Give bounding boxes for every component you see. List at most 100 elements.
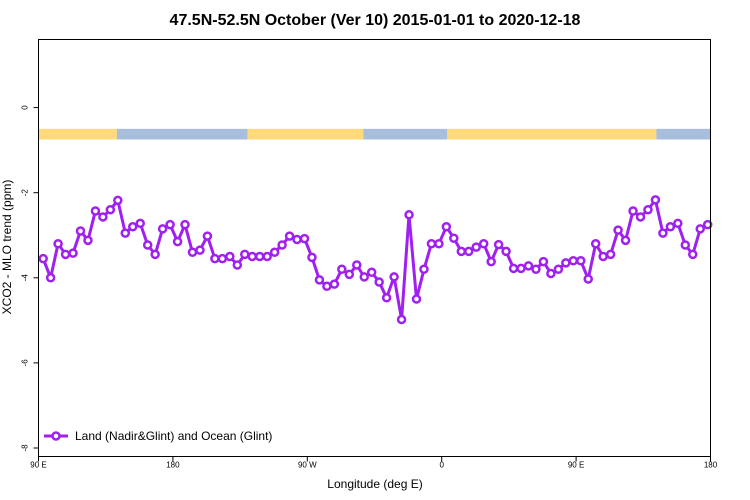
data-point bbox=[449, 233, 459, 243]
x-tick-label: 90 E bbox=[30, 461, 46, 470]
legend-marker-swatch bbox=[51, 431, 61, 441]
data-point bbox=[583, 274, 593, 284]
land-ocean-strip bbox=[38, 128, 711, 140]
data-point bbox=[605, 249, 616, 260]
data-point bbox=[187, 247, 198, 258]
data-point bbox=[284, 231, 295, 241]
data-point bbox=[210, 253, 220, 264]
data-point bbox=[120, 228, 131, 238]
data-point bbox=[45, 273, 56, 283]
data-point bbox=[546, 268, 556, 279]
data-point bbox=[419, 264, 429, 275]
data-point bbox=[322, 281, 332, 292]
data-point bbox=[680, 240, 691, 250]
data-point bbox=[426, 238, 437, 249]
data-point bbox=[508, 263, 519, 274]
series-line bbox=[41, 198, 709, 321]
data-point bbox=[53, 238, 63, 249]
x-axis-label: Longitude (deg E) bbox=[327, 477, 422, 491]
data-point bbox=[90, 206, 101, 216]
data-point bbox=[695, 224, 705, 234]
data-point bbox=[486, 256, 496, 267]
data-point bbox=[38, 253, 48, 264]
data-point bbox=[299, 233, 310, 244]
data-point bbox=[404, 210, 414, 220]
strip-segment-land bbox=[247, 128, 364, 140]
data-point bbox=[471, 242, 481, 252]
data-point bbox=[531, 264, 541, 275]
data-point bbox=[366, 267, 377, 278]
data-point bbox=[232, 260, 243, 270]
data-point bbox=[68, 248, 78, 258]
data-point bbox=[665, 221, 676, 232]
data-point bbox=[172, 236, 183, 247]
data-point bbox=[135, 218, 145, 229]
data-point bbox=[60, 249, 71, 260]
data-point bbox=[225, 251, 235, 262]
data-point bbox=[195, 245, 205, 255]
data-point bbox=[650, 195, 661, 205]
data-point bbox=[598, 251, 608, 262]
y-axis: 0 -2 -4 -6 -8 bbox=[21, 105, 39, 452]
data-point bbox=[374, 277, 384, 287]
y-tick-label: -2 bbox=[21, 189, 30, 197]
data-point bbox=[337, 264, 347, 275]
data-point bbox=[576, 256, 586, 266]
data-point bbox=[628, 206, 638, 216]
data-point bbox=[456, 246, 467, 257]
data-point bbox=[516, 263, 526, 274]
data-point bbox=[262, 251, 272, 262]
data-point bbox=[561, 258, 571, 268]
data-point bbox=[538, 256, 549, 267]
data-series bbox=[38, 195, 713, 325]
data-point bbox=[673, 218, 683, 229]
data-point bbox=[247, 251, 257, 262]
strip-segment-ocean bbox=[116, 128, 248, 140]
data-point bbox=[688, 249, 698, 260]
data-point bbox=[620, 235, 631, 246]
data-point bbox=[643, 204, 653, 215]
data-point bbox=[635, 212, 646, 222]
x-tick-label: 90 E bbox=[568, 461, 584, 470]
data-point bbox=[142, 240, 153, 250]
data-point bbox=[434, 238, 444, 249]
data-point bbox=[314, 275, 325, 285]
data-point bbox=[389, 272, 399, 282]
y-axis-label: XCO2 - MLO trend (ppm) bbox=[0, 180, 14, 315]
chart-title: 47.5N-52.5N October (Ver 10) 2015-01-01 … bbox=[170, 12, 581, 29]
x-tick-label: 180 bbox=[166, 461, 180, 470]
data-point bbox=[307, 252, 317, 263]
data-point bbox=[277, 240, 287, 250]
data-point bbox=[254, 251, 265, 262]
y-tick-label: -4 bbox=[21, 274, 30, 282]
data-point bbox=[523, 261, 534, 271]
data-point bbox=[240, 249, 250, 260]
legend: Land (Nadir&Glint) and Ocean (Glint) bbox=[44, 429, 272, 443]
data-point bbox=[202, 231, 213, 241]
data-point bbox=[464, 246, 474, 257]
data-point bbox=[113, 195, 123, 206]
y-tick-label: -6 bbox=[21, 359, 30, 367]
legend-label: Land (Nadir&Glint) and Ocean (Glint) bbox=[75, 429, 272, 443]
data-point bbox=[105, 204, 116, 215]
y-tick-label: -8 bbox=[21, 444, 30, 452]
x-tick-label: 90 W bbox=[298, 461, 317, 470]
plot-frame bbox=[38, 39, 711, 457]
strip-segment-ocean bbox=[656, 128, 711, 140]
data-point bbox=[180, 219, 190, 230]
strip-segment-ocean bbox=[363, 128, 448, 140]
data-point bbox=[411, 294, 422, 304]
x-tick-label: 0 bbox=[439, 461, 444, 470]
data-point bbox=[493, 239, 504, 250]
data-point bbox=[478, 238, 489, 249]
x-tick-label: 180 bbox=[704, 461, 718, 470]
data-point bbox=[613, 225, 623, 235]
data-point bbox=[658, 228, 668, 238]
data-point bbox=[441, 221, 452, 232]
data-point bbox=[359, 272, 369, 282]
strip-segment-land bbox=[38, 128, 117, 140]
y-tick-label: 0 bbox=[21, 105, 30, 110]
strip-segment-land bbox=[447, 128, 657, 140]
data-point bbox=[157, 224, 168, 234]
